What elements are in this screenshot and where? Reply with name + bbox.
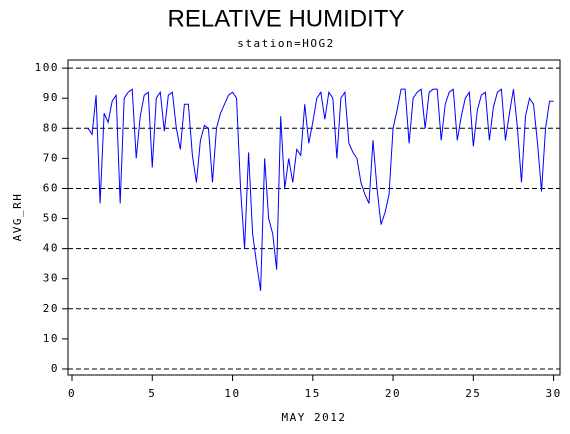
y-tick-label: 80 xyxy=(43,121,59,134)
x-tick-label: 10 xyxy=(224,387,240,400)
plot-frame xyxy=(67,59,561,376)
x-tick-label: 30 xyxy=(545,387,561,400)
y-tick-label: 40 xyxy=(43,242,59,255)
x-tick-label: 20 xyxy=(385,387,401,400)
x-axis-label: MAY 2012 xyxy=(282,411,347,424)
chart-subtitle: station=HOG2 xyxy=(237,37,334,50)
x-tick-label: 25 xyxy=(465,387,481,400)
x-tick-label: 0 xyxy=(68,387,76,400)
y-tick-label: 20 xyxy=(43,302,59,315)
y-tick-label: 100 xyxy=(35,61,59,74)
x-tick-label: 15 xyxy=(305,387,321,400)
y-tick-label: 0 xyxy=(51,362,59,375)
y-tick-label: 60 xyxy=(43,181,59,194)
y-tick-label: 50 xyxy=(43,212,59,225)
x-tick-label: 5 xyxy=(148,387,156,400)
y-axis-label: AVG_RH xyxy=(11,193,24,242)
y-tick-label: 30 xyxy=(43,272,59,285)
y-tick-label: 90 xyxy=(43,91,59,104)
y-tick-label: 10 xyxy=(43,332,59,345)
data-line xyxy=(87,88,554,291)
chart-title: RELATIVE HUMIDITY xyxy=(168,5,405,32)
y-tick-label: 70 xyxy=(43,151,59,164)
